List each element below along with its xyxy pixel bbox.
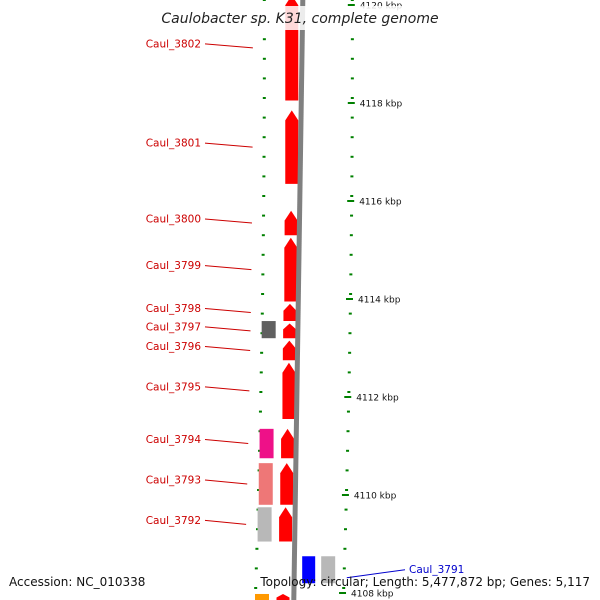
gene-label: Caul_3794 <box>146 434 202 446</box>
gene-leader-line <box>204 345 251 351</box>
gene-label: Caul_3800 <box>146 214 201 226</box>
gene-arrow <box>285 110 299 184</box>
kbp-tick-label: 4114 kbp <box>358 296 401 306</box>
gene-arrow <box>284 237 298 302</box>
feature-box <box>261 321 276 339</box>
gene-leader-line <box>346 569 406 579</box>
gene-arrow <box>302 556 316 584</box>
gene-leader-line <box>204 519 247 525</box>
gene-label: Caul_3797 <box>146 321 201 333</box>
topology-label: Topology: circular; Length: 5,477,872 bp… <box>260 575 590 589</box>
kbp-tick-label: 4116 kbp <box>359 198 402 208</box>
gene-label: Caul_3802 <box>146 38 201 50</box>
gene-arrow <box>279 507 293 542</box>
gene-leader-line <box>204 307 251 313</box>
map-title: Caulobacter sp. K31, complete genome <box>161 11 438 27</box>
gene-label: Caul_3793 <box>146 474 201 486</box>
feature-track <box>254 321 336 600</box>
gene-arrow <box>284 210 298 236</box>
feature-box <box>259 428 274 459</box>
kbp-tick-label: 4110 kbp <box>354 492 397 502</box>
gene-arrow <box>276 593 290 600</box>
gene-label: Caul_3801 <box>146 138 201 150</box>
gene-label: Caul_3795 <box>146 381 201 393</box>
gene-label: Caul_3796 <box>146 341 202 353</box>
gene-arrow <box>283 303 297 322</box>
kbp-tick-label: 4112 kbp <box>356 394 399 404</box>
feature-box <box>258 463 273 505</box>
gene-label: Caul_3792 <box>146 515 201 527</box>
feature-box <box>321 556 336 584</box>
gene-labels: Caul_3802 Caul_3801 Caul_3800 Caul_3799 Caul… <box>146 38 465 576</box>
kbp-tick-label: 4118 kbp <box>360 100 403 110</box>
backbone-line <box>291 0 306 600</box>
gene-leader-line <box>204 386 250 392</box>
accession-label: Accession: NC_010338 <box>9 575 146 589</box>
gene-arrow <box>280 463 294 505</box>
title-backdrop <box>160 6 450 30</box>
gene-leader-line <box>204 43 253 49</box>
gene-leader-line <box>204 439 249 445</box>
gene-arrow <box>281 428 295 459</box>
gene-arrow <box>282 340 296 361</box>
minor-ticks-right <box>342 0 354 589</box>
gene-leader-line <box>204 265 252 271</box>
gene-arrow <box>282 362 296 420</box>
gene-label: Caul_3791 <box>409 564 464 576</box>
feature-box <box>254 593 269 600</box>
gene-leader-line <box>204 218 253 224</box>
gene-label: Caul_3798 <box>146 303 201 315</box>
kbp-tick-label: 4108 kbp <box>351 590 394 600</box>
gene-arrow <box>283 323 297 339</box>
label-leaders <box>204 43 406 579</box>
gene-leader-line <box>204 142 253 148</box>
gene-leader-line <box>204 326 251 332</box>
gene-track <box>276 0 316 600</box>
gene-label: Caul_3799 <box>146 260 201 272</box>
feature-box <box>257 507 272 542</box>
gene-leader-line <box>204 479 248 485</box>
